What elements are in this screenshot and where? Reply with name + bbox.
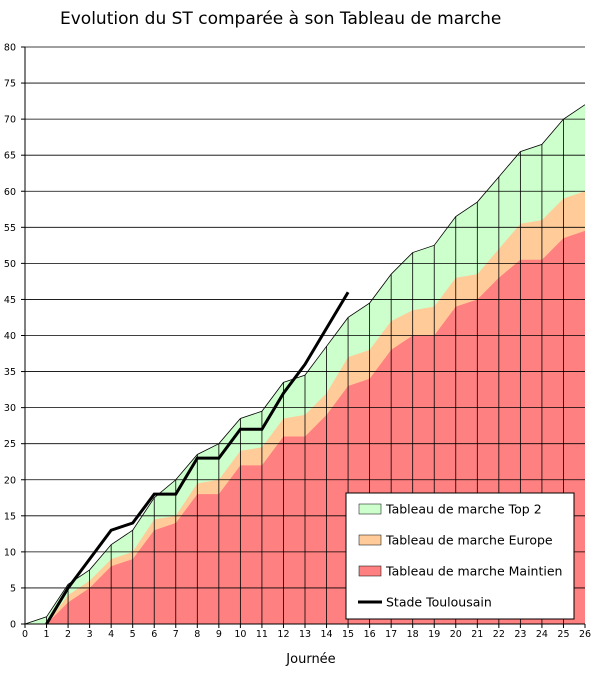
legend-label: Tableau de marche Europe [385, 533, 553, 548]
y-tick-label: 25 [4, 439, 16, 450]
y-tick-label: 80 [4, 43, 16, 54]
y-tick-label: 45 [4, 295, 16, 306]
y-tick-labels: 0 5 10 15 20 25 30 35 40 45 50 55 60 65 70 75 80 [4, 43, 16, 631]
x-tick-label: 21 [471, 629, 483, 640]
y-tick-label: 60 [4, 187, 16, 198]
x-tick-label: 1 [44, 629, 50, 640]
legend-swatch [358, 565, 382, 577]
series-line-1 [45, 291, 350, 625]
x-tick-label: 11 [256, 629, 268, 640]
x-tick-label: 17 [385, 629, 397, 640]
x-tick-labels: 0 1 2 3 4 5 6 7 8 9 10 11 12 13 14 15 16 17 18 19 20 21 22 23 24… [22, 629, 591, 640]
x-tick-label: 22 [493, 629, 505, 640]
legend-label: Tableau de marche Top 2 [385, 502, 542, 517]
x-tick-label: 19 [428, 629, 440, 640]
x-tick-label: 20 [450, 629, 462, 640]
x-tick-label: 24 [536, 629, 548, 640]
y-tick-label: 50 [4, 259, 16, 270]
y-tick-label: 20 [4, 475, 16, 486]
x-tick-label: 14 [320, 629, 332, 640]
y-tick-label: 15 [4, 511, 16, 522]
legend-swatch [358, 534, 382, 546]
legend-label: Stade Toulousain [386, 595, 492, 610]
y-tick-label: 65 [4, 151, 16, 162]
x-tick-label: 8 [194, 629, 200, 640]
x-tick-label: 15 [342, 629, 354, 640]
y-tick-label: 40 [4, 331, 16, 342]
x-tick-label: 12 [277, 629, 289, 640]
y-tick-label: 30 [4, 403, 16, 414]
y-tick-label: 55 [4, 223, 16, 234]
y-tick-label: 0 [10, 620, 16, 631]
y-tick-label: 70 [4, 115, 16, 126]
legend-swatch [358, 503, 382, 515]
legend-box [345, 492, 575, 620]
y-tick-label: 35 [4, 367, 16, 378]
chart-title: Evolution du ST comparée à son Tableau d… [60, 9, 501, 29]
x-tick-label: 0 [22, 629, 28, 640]
legend-label: Tableau de marche Maintien [385, 564, 562, 579]
x-tick-label: 6 [151, 629, 157, 640]
y-tick-label: 5 [10, 583, 16, 594]
x-tick-label: 18 [407, 629, 419, 640]
area-vertical-lines [46, 119, 564, 624]
y-tick-label: 75 [4, 79, 16, 90]
x-tick-label: 26 [579, 629, 591, 640]
x-tick-label: 25 [557, 629, 569, 640]
x-tick-label: 10 [234, 629, 246, 640]
x-tick-label: 16 [364, 629, 376, 640]
x-axis-title: Journée [285, 652, 335, 667]
y-tick-label: 10 [4, 547, 16, 558]
x-tick-label: 13 [299, 629, 311, 640]
x-tick-label: 23 [514, 629, 526, 640]
line-layer [45, 291, 350, 625]
x-tick-label: 3 [87, 629, 93, 640]
x-tick-label: 9 [216, 629, 222, 640]
x-tick-label: 5 [130, 629, 136, 640]
legend: Tableau de marche Top 2 Tableau de marche… [345, 492, 575, 620]
x-tick-label: 4 [108, 629, 114, 640]
x-tick-label: 7 [173, 629, 179, 640]
x-tick-label: 2 [65, 629, 71, 640]
axes [21, 46, 586, 628]
